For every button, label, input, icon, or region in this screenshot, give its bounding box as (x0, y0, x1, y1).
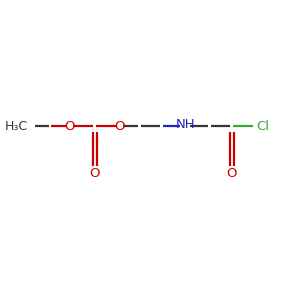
Text: O: O (89, 167, 100, 180)
Text: Cl: Cl (257, 120, 270, 133)
Text: O: O (226, 167, 237, 180)
Text: O: O (64, 120, 75, 133)
Text: O: O (115, 120, 125, 133)
Text: H₃C: H₃C (4, 120, 28, 133)
Text: NH: NH (176, 118, 195, 131)
